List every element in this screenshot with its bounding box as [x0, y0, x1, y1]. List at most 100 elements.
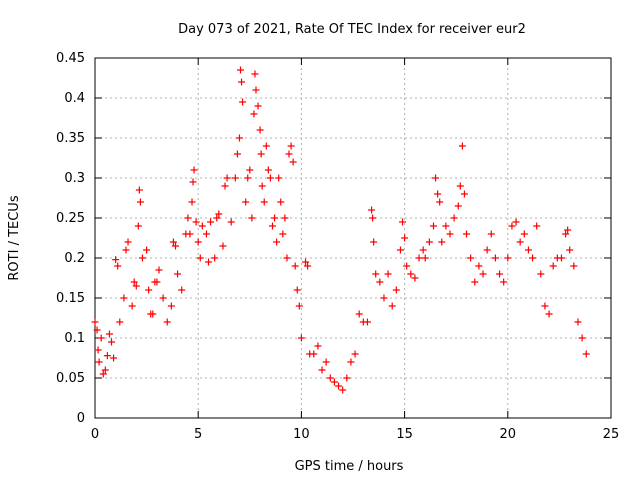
data-point	[227, 218, 235, 226]
data-point	[207, 218, 215, 226]
data-point	[138, 254, 146, 262]
data-point	[94, 346, 102, 354]
data-point	[351, 350, 359, 358]
data-point	[260, 198, 268, 206]
data-point	[295, 302, 303, 310]
data-point	[122, 246, 130, 254]
data-point	[471, 278, 479, 286]
data-point	[310, 350, 318, 358]
data-point	[291, 262, 299, 270]
data-point	[269, 222, 277, 230]
data-point	[105, 330, 113, 338]
data-point	[460, 190, 468, 198]
data-point	[219, 242, 227, 250]
data-point	[238, 78, 246, 86]
data-point	[330, 378, 338, 386]
data-point	[132, 282, 140, 290]
x-tick-label: 10	[293, 427, 310, 442]
data-point	[388, 302, 396, 310]
data-point	[524, 246, 532, 254]
data-point	[167, 302, 175, 310]
data-point	[479, 270, 487, 278]
data-point	[436, 198, 444, 206]
data-point	[415, 254, 423, 262]
data-point	[491, 254, 499, 262]
data-point	[101, 366, 109, 374]
data-point	[114, 262, 122, 270]
x-tick-label: 5	[194, 427, 202, 442]
data-point	[266, 174, 274, 182]
data-point	[145, 286, 153, 294]
data-point	[285, 150, 293, 158]
data-point	[343, 374, 351, 382]
data-point	[256, 126, 264, 134]
data-point	[163, 318, 171, 326]
data-point	[262, 142, 270, 150]
data-point	[582, 350, 590, 358]
data-point	[223, 174, 231, 182]
data-point	[110, 354, 118, 362]
data-point	[159, 294, 167, 302]
y-tick-label: 0.25	[56, 211, 85, 226]
data-point	[562, 230, 570, 238]
data-point	[520, 230, 528, 238]
data-point	[281, 214, 289, 222]
data-point	[355, 310, 363, 318]
y-tick-label: 0.45	[56, 51, 85, 66]
y-tick-label: 0.35	[56, 131, 85, 146]
data-point	[116, 318, 124, 326]
data-point	[425, 238, 433, 246]
data-point	[302, 258, 310, 266]
data-point	[128, 302, 136, 310]
data-point	[419, 246, 427, 254]
data-point	[251, 70, 259, 78]
x-tick-label: 25	[603, 427, 620, 442]
data-point	[545, 310, 553, 318]
data-point	[136, 198, 144, 206]
data-point	[549, 262, 557, 270]
data-point	[233, 150, 241, 158]
data-point	[124, 238, 132, 246]
data-point	[411, 274, 419, 282]
data-point	[487, 230, 495, 238]
data-point	[508, 222, 516, 230]
data-point	[504, 254, 512, 262]
data-point	[446, 230, 454, 238]
data-point	[237, 66, 245, 74]
data-point	[454, 202, 462, 210]
data-point	[171, 242, 179, 250]
data-point	[155, 266, 163, 274]
y-tick-label: 0	[77, 411, 85, 426]
data-point	[314, 342, 322, 350]
x-axis-label: GPS time / hours	[295, 459, 404, 474]
y-tick-label: 0.15	[56, 291, 85, 306]
data-point	[221, 182, 229, 190]
data-point	[537, 270, 545, 278]
data-point	[392, 286, 400, 294]
data-point	[103, 352, 111, 360]
data-point	[202, 230, 210, 238]
y-tick-label: 0.1	[64, 331, 85, 346]
data-point	[533, 222, 541, 230]
data-point	[194, 238, 202, 246]
data-point	[196, 254, 204, 262]
y-tick-label: 0.2	[64, 251, 85, 266]
data-point	[190, 166, 198, 174]
data-point	[370, 238, 378, 246]
data-point	[432, 174, 440, 182]
data-point	[246, 166, 254, 174]
data-point	[277, 198, 285, 206]
data-point	[271, 214, 279, 222]
data-point	[450, 214, 458, 222]
data-point	[186, 230, 194, 238]
data-point	[93, 326, 101, 334]
data-point	[252, 86, 260, 94]
data-point	[244, 174, 252, 182]
data-point	[297, 334, 305, 342]
x-tick-label: 20	[500, 427, 517, 442]
data-point	[368, 206, 376, 214]
data-point	[149, 310, 157, 318]
data-point	[198, 222, 206, 230]
data-point	[458, 142, 466, 150]
